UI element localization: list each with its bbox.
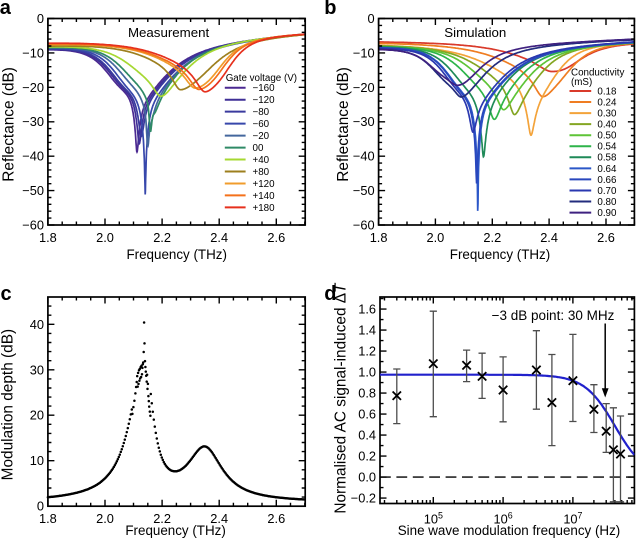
svg-text:1.4: 1.4 bbox=[358, 323, 376, 338]
svg-text:+180: +180 bbox=[253, 203, 276, 214]
svg-text:+120: +120 bbox=[253, 179, 276, 190]
svg-text:0.6: 0.6 bbox=[358, 407, 376, 422]
svg-text:0.50: 0.50 bbox=[597, 131, 617, 142]
svg-text:−10: −10 bbox=[22, 45, 44, 60]
svg-text:2.4: 2.4 bbox=[540, 230, 558, 245]
svg-text:Measurement: Measurement bbox=[128, 25, 210, 40]
svg-text:−40: −40 bbox=[22, 149, 44, 164]
svg-text:+140: +140 bbox=[253, 191, 276, 202]
svg-text:a: a bbox=[0, 0, 12, 19]
svg-text:Normalised AC signal-induced Δ: Normalised AC signal-induced ΔT bbox=[333, 282, 350, 514]
svg-text:c: c bbox=[1, 283, 12, 305]
svg-text:0.8: 0.8 bbox=[358, 386, 376, 401]
svg-text:−3 dB point: 30 MHz: −3 dB point: 30 MHz bbox=[492, 308, 615, 323]
svg-text:Modulation depth (dB): Modulation depth (dB) bbox=[0, 329, 17, 480]
svg-text:00: 00 bbox=[253, 143, 264, 154]
svg-text:0.40: 0.40 bbox=[597, 120, 617, 131]
svg-text:1.8: 1.8 bbox=[39, 511, 57, 526]
svg-text:Reflectance (dB): Reflectance (dB) bbox=[1, 67, 18, 182]
svg-text:b: b bbox=[324, 0, 336, 19]
svg-text:10: 10 bbox=[30, 453, 44, 468]
svg-text:−0.2: −0.2 bbox=[351, 491, 376, 506]
svg-text:Gate voltage (V): Gate voltage (V) bbox=[226, 73, 297, 84]
svg-text:Simulation: Simulation bbox=[444, 25, 506, 40]
svg-text:−120: −120 bbox=[253, 95, 276, 106]
svg-text:−160: −160 bbox=[253, 83, 276, 94]
svg-text:1.0: 1.0 bbox=[358, 365, 376, 380]
svg-text:0.30: 0.30 bbox=[597, 109, 617, 120]
svg-text:2.0: 2.0 bbox=[96, 230, 114, 245]
svg-text:−80: −80 bbox=[253, 107, 270, 118]
svg-text:0.2: 0.2 bbox=[358, 449, 376, 464]
svg-text:Frequency (THz): Frequency (THz) bbox=[126, 247, 226, 262]
svg-text:0.18: 0.18 bbox=[597, 86, 617, 97]
svg-text:1.8: 1.8 bbox=[370, 230, 388, 245]
svg-text:d: d bbox=[324, 283, 336, 305]
svg-text:2.6: 2.6 bbox=[267, 230, 285, 245]
svg-text:2.4: 2.4 bbox=[210, 230, 228, 245]
svg-text:2.2: 2.2 bbox=[153, 511, 171, 526]
svg-text:Reflectance (dB): Reflectance (dB) bbox=[335, 67, 352, 182]
svg-text:−30: −30 bbox=[353, 114, 375, 129]
svg-text:−20: −20 bbox=[353, 80, 375, 95]
svg-text:Conductivity: Conductivity bbox=[571, 68, 624, 79]
svg-text:40: 40 bbox=[30, 317, 44, 332]
svg-text:0: 0 bbox=[37, 11, 44, 26]
svg-text:−50: −50 bbox=[353, 183, 375, 198]
svg-text:0.0: 0.0 bbox=[358, 470, 376, 485]
svg-text:0.54: 0.54 bbox=[597, 142, 617, 153]
svg-text:−30: −30 bbox=[22, 114, 44, 129]
svg-text:30: 30 bbox=[30, 362, 44, 377]
svg-text:+40: +40 bbox=[253, 155, 270, 166]
svg-text:2.2: 2.2 bbox=[153, 230, 171, 245]
svg-text:0.90: 0.90 bbox=[597, 208, 617, 219]
svg-text:2.6: 2.6 bbox=[597, 230, 615, 245]
svg-text:2.4: 2.4 bbox=[210, 511, 228, 526]
svg-text:20: 20 bbox=[30, 408, 44, 423]
svg-text:1.2: 1.2 bbox=[358, 344, 376, 359]
svg-text:0.80: 0.80 bbox=[597, 197, 617, 208]
svg-text:0: 0 bbox=[367, 11, 374, 26]
svg-text:−20: −20 bbox=[22, 80, 44, 95]
svg-text:−60: −60 bbox=[253, 119, 270, 130]
svg-text:2.0: 2.0 bbox=[96, 511, 114, 526]
svg-text:−40: −40 bbox=[353, 149, 375, 164]
svg-text:−10: −10 bbox=[353, 45, 375, 60]
svg-text:0.70: 0.70 bbox=[597, 186, 617, 197]
svg-text:2.2: 2.2 bbox=[483, 230, 501, 245]
svg-text:1.6: 1.6 bbox=[358, 302, 376, 317]
svg-text:Sine wave modulation frequency: Sine wave modulation frequency (Hz) bbox=[398, 523, 621, 538]
svg-text:Frequency (THz): Frequency (THz) bbox=[450, 247, 550, 262]
svg-text:2.6: 2.6 bbox=[267, 511, 285, 526]
svg-text:−60: −60 bbox=[353, 218, 375, 233]
svg-text:−20: −20 bbox=[253, 131, 270, 142]
svg-text:+80: +80 bbox=[253, 167, 270, 178]
svg-text:1.8: 1.8 bbox=[39, 230, 57, 245]
svg-text:0.24: 0.24 bbox=[597, 98, 617, 109]
svg-text:(mS): (mS) bbox=[571, 77, 592, 88]
svg-text:0.4: 0.4 bbox=[358, 428, 376, 443]
svg-text:0.66: 0.66 bbox=[597, 175, 617, 186]
svg-text:−50: −50 bbox=[22, 183, 44, 198]
svg-text:Frequency (THz): Frequency (THz) bbox=[125, 523, 225, 538]
svg-text:0: 0 bbox=[37, 499, 44, 514]
svg-text:0.58: 0.58 bbox=[597, 153, 617, 164]
svg-text:0.64: 0.64 bbox=[597, 164, 617, 175]
svg-text:2.0: 2.0 bbox=[427, 230, 445, 245]
svg-text:−60: −60 bbox=[22, 218, 44, 233]
